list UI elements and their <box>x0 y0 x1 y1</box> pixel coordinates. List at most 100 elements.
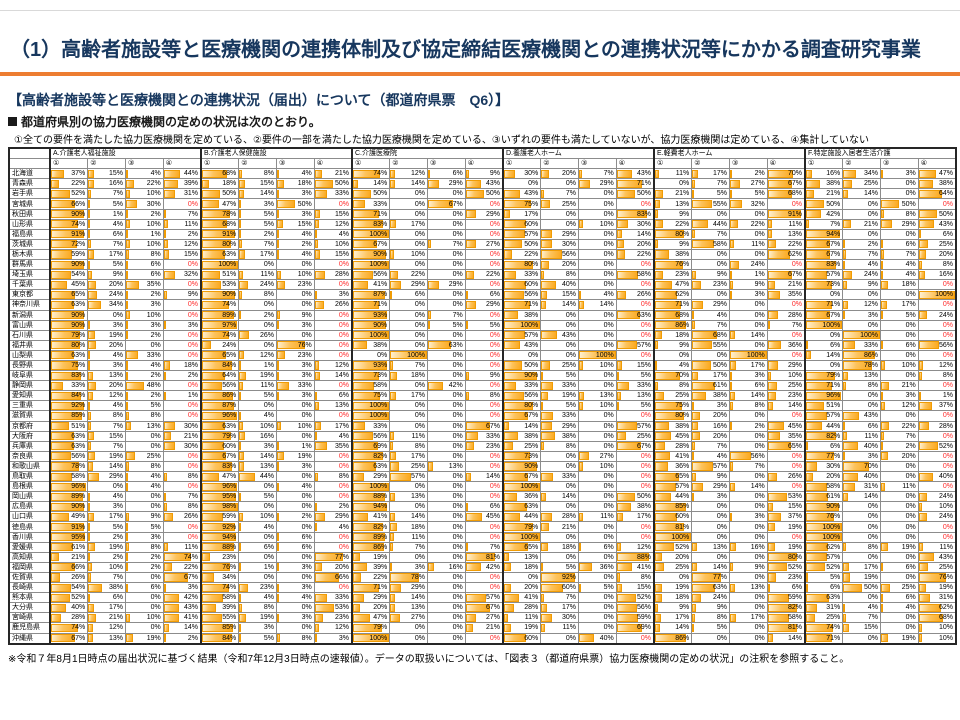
data-bar <box>843 260 846 269</box>
value-cell: 67% <box>804 248 844 261</box>
value-cell: 17% <box>238 248 277 261</box>
value-cell: 10% <box>276 420 315 432</box>
data-bar <box>466 422 491 431</box>
data-bar <box>655 250 669 259</box>
prefecture-label: 宮城県 <box>8 198 51 210</box>
value-cell: 25% <box>880 582 919 594</box>
data-bar <box>692 583 716 592</box>
data-bar <box>164 230 166 239</box>
value-cell: 53% <box>313 602 353 614</box>
value-cell: 0% <box>917 380 957 392</box>
value-cell: 57% <box>502 329 542 341</box>
value-cell: 85% <box>653 501 693 513</box>
value-cell: 56% <box>49 450 89 462</box>
top-divider <box>0 10 960 11</box>
value-cell: 0% <box>880 491 919 503</box>
value-cell: 66% <box>49 561 89 573</box>
prefecture-label: 兵庫県 <box>8 440 51 452</box>
data-bar <box>655 442 666 451</box>
data-bar <box>768 311 778 320</box>
value-cell: 80% <box>502 400 542 412</box>
value-cell: 0% <box>276 470 315 483</box>
value-cell: 0% <box>389 198 428 210</box>
value-cell: 0% <box>162 380 202 392</box>
value-cell: 3% <box>729 511 768 523</box>
value-cell: 30% <box>125 198 164 210</box>
value-cell: 10% <box>125 238 164 250</box>
value-cell: 1% <box>276 440 315 452</box>
data-bar <box>202 422 225 431</box>
subcol-header: ② <box>238 158 277 170</box>
data-bar <box>277 371 279 380</box>
value-cell: 36% <box>653 460 693 473</box>
value-cell: 10% <box>389 248 428 261</box>
value-cell: 10% <box>125 188 164 200</box>
value-cell: 57% <box>804 269 844 281</box>
value-cell: 16% <box>87 178 126 190</box>
data-bar <box>692 341 713 350</box>
value-cell: 65% <box>502 541 542 553</box>
value-cell: 0% <box>427 531 466 543</box>
data-bar <box>51 270 71 279</box>
value-cell: 75% <box>49 359 89 372</box>
data-bar <box>806 593 829 602</box>
data-bar <box>541 563 544 572</box>
data-bar <box>617 210 647 219</box>
value-cell: 0% <box>615 198 655 210</box>
data-bar <box>353 543 385 552</box>
value-cell: 14% <box>464 470 504 483</box>
data-bar <box>881 361 885 370</box>
data-bar <box>730 512 732 521</box>
value-cell: 14% <box>578 299 617 311</box>
data-bar <box>239 220 242 229</box>
data-bar <box>730 280 734 289</box>
value-cell: 22% <box>615 248 655 261</box>
data-bar <box>692 401 695 410</box>
data-bar <box>919 613 944 622</box>
value-cell: 14% <box>691 561 730 573</box>
value-cell: 0% <box>578 410 617 422</box>
subcol-header: ③ <box>276 158 315 170</box>
value-cell: 17% <box>540 602 579 614</box>
value-cell: 94% <box>200 531 240 543</box>
value-cell: 0% <box>87 481 126 493</box>
data-bar <box>655 280 673 289</box>
value-cell: 100% <box>653 531 693 543</box>
data-bar <box>881 452 889 461</box>
value-cell: 17% <box>313 420 353 432</box>
value-cell: 38% <box>540 430 579 442</box>
value-cell: 0% <box>578 370 617 382</box>
value-cell: 2% <box>125 390 164 402</box>
data-bar <box>541 583 564 592</box>
value-cell: 4% <box>87 491 126 503</box>
value-cell: 56% <box>917 339 957 351</box>
value-cell: 0% <box>464 531 504 543</box>
value-cell: 5% <box>427 319 466 331</box>
data-bar <box>919 189 942 198</box>
data-bar <box>353 371 380 380</box>
value-cell: 12% <box>313 359 353 372</box>
value-cell: 100% <box>351 400 391 412</box>
data-bar <box>655 462 669 471</box>
value-cell: 0% <box>880 551 919 563</box>
bullet-heading: 都道府県別の協力医療機関の定めの状況は次のとおり。 <box>8 113 321 130</box>
data-bar <box>617 442 642 451</box>
value-cell: 0% <box>427 622 466 634</box>
value-cell: 94% <box>804 228 844 240</box>
value-cell: 4% <box>238 410 277 422</box>
value-cell: 0% <box>917 460 957 473</box>
value-cell: 38% <box>804 178 844 190</box>
value-cell: 86% <box>351 541 391 553</box>
data-bar <box>730 401 733 410</box>
data-bar <box>692 411 700 421</box>
value-cell: 31% <box>842 481 881 493</box>
value-cell: 50% <box>615 188 655 200</box>
value-cell: 6% <box>276 531 315 543</box>
value-cell: 100% <box>502 481 542 493</box>
value-cell: 19% <box>351 551 391 563</box>
value-cell: 0% <box>464 198 504 210</box>
data-bar <box>730 361 737 370</box>
data-bar <box>466 553 496 562</box>
value-cell: 0% <box>313 582 353 594</box>
value-cell: 0% <box>427 582 466 594</box>
